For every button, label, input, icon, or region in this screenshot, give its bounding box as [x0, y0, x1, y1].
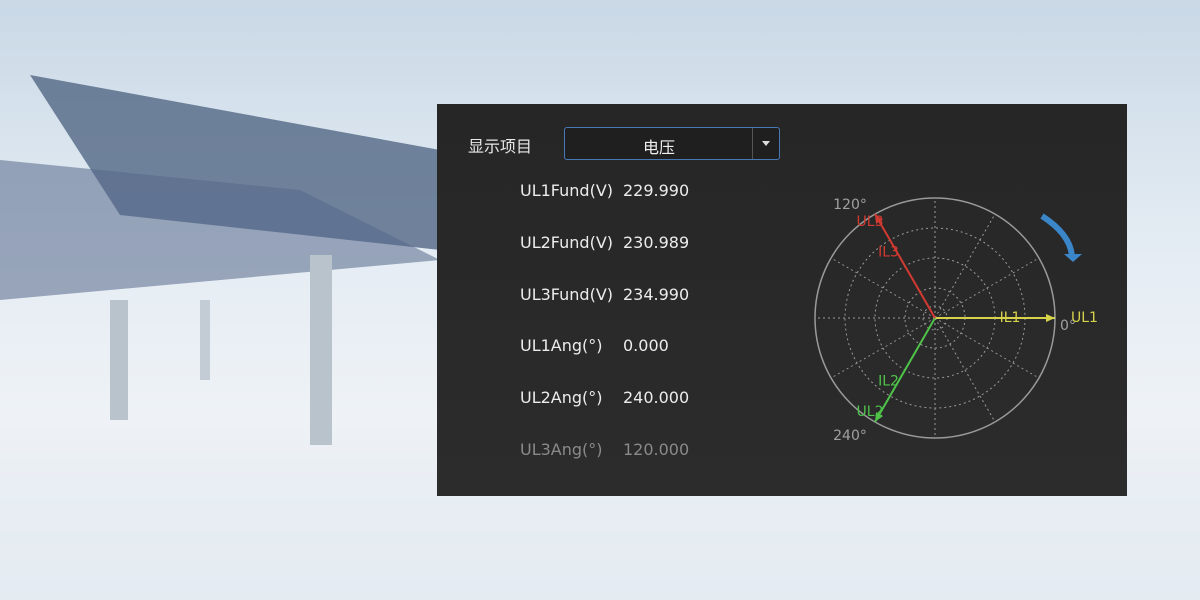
reading-value: 0.000	[623, 336, 669, 356]
phasor-label: UL2	[857, 404, 884, 420]
current-label: IL1	[1000, 310, 1021, 326]
current-label: IL3	[878, 244, 899, 260]
polar-spoke	[934, 213, 996, 319]
reading-value: 240.000	[623, 388, 690, 408]
rotation-arrow	[1040, 213, 1075, 257]
polar-spoke	[934, 257, 1040, 319]
phasor-label: UL1	[1071, 310, 1098, 326]
phasor-head	[1046, 314, 1055, 322]
polar-spoke	[830, 257, 936, 319]
reading-value: 229.990	[623, 181, 690, 200]
phasor-label: UL3	[857, 214, 884, 230]
angle-label: 240°	[833, 428, 867, 444]
dropdown-value: 电压	[642, 138, 675, 157]
reading-label: UL3Ang(°)	[520, 440, 603, 459]
angle-label: 0°	[1060, 318, 1076, 334]
phasor-diagram: 120° 240° 0° UL1 IL1 UL2 IL2 UL3 IL3	[814, 197, 1098, 444]
phasor-head	[875, 214, 883, 224]
reading-label: UL1Fund(V)	[520, 181, 613, 200]
reading-value: 234.990	[623, 284, 690, 304]
reading-label: UL2Fund(V)	[520, 232, 613, 252]
voltage-phasor	[874, 213, 936, 319]
selector-label: 显示项目	[468, 137, 533, 156]
polar-spoke	[934, 317, 996, 423]
reading-label: UL1Ang(°)	[520, 336, 603, 356]
phasor-head	[875, 412, 883, 422]
polar-spoke	[934, 317, 1040, 379]
reading-value: 120.000	[623, 440, 690, 459]
polar-spoke	[830, 317, 936, 379]
angle-label: 120°	[833, 197, 867, 213]
voltage-phasor	[874, 317, 936, 423]
reading-label: UL2Ang(°)	[520, 388, 603, 408]
measurement-panel: 显示项目 电压 UL1Fund(V) 229.990 UL2Fund(V) 230.9…	[437, 104, 1127, 496]
current-label: IL2	[878, 374, 899, 390]
reading-value: 230.989	[623, 232, 690, 252]
dropdown-arrow[interactable]	[752, 128, 779, 159]
rotation-arrow-head	[1064, 254, 1082, 262]
display-dropdown[interactable]: 电压	[564, 127, 780, 160]
reading-label: UL3Fund(V)	[520, 284, 613, 304]
